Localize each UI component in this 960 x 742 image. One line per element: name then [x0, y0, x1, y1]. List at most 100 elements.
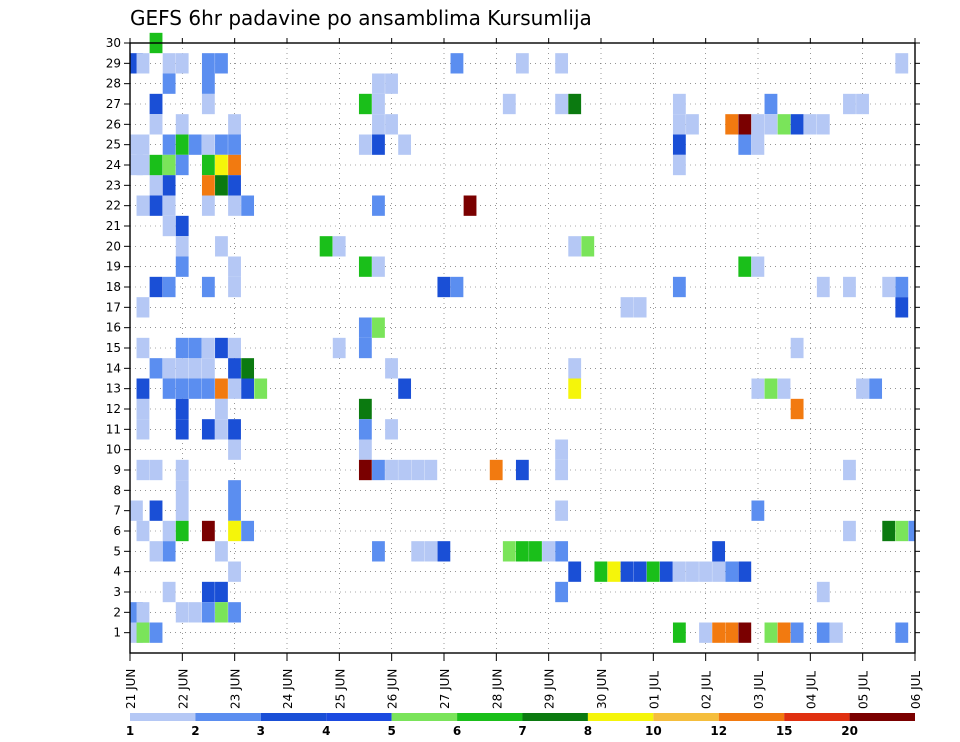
heatmap-cell — [895, 622, 909, 643]
heatmap-cell — [725, 561, 739, 582]
legend-label: 12 — [710, 724, 727, 738]
heatmap-cell — [162, 358, 176, 379]
heatmap-cell — [358, 93, 372, 115]
heatmap-cell — [228, 561, 241, 582]
heatmap-cell — [816, 276, 830, 298]
heatmap-cell — [777, 622, 791, 643]
heatmap-cell — [175, 459, 189, 481]
heatmap-cell — [149, 541, 163, 562]
heatmap-cell — [136, 378, 150, 399]
heatmap-cell — [895, 276, 909, 298]
legend-swatch — [718, 713, 785, 721]
legend-swatch — [195, 713, 261, 721]
y-tick-label: 1 — [113, 626, 121, 640]
heatmap-cell — [228, 439, 241, 460]
heatmap-cell — [162, 195, 176, 216]
heatmap-cell — [790, 114, 804, 135]
heatmap-cell — [843, 93, 856, 115]
legend-label: 6 — [453, 724, 461, 738]
heatmap-cell — [136, 297, 150, 318]
heatmap-cell — [659, 561, 673, 582]
heatmap-cell — [201, 358, 215, 379]
x-tick-label: 01 JUL — [647, 671, 661, 709]
heatmap-cell — [672, 561, 686, 582]
heatmap-cell — [215, 134, 228, 155]
heatmap-cell — [201, 73, 215, 94]
heatmap-cell — [555, 581, 569, 603]
heatmap-cell — [372, 459, 385, 481]
heatmap-cell — [515, 541, 529, 562]
heatmap-cell — [201, 195, 215, 216]
heatmap-cell — [385, 459, 398, 481]
y-tick-label: 20 — [106, 239, 121, 253]
heatmap-cell — [437, 541, 451, 562]
heatmap-cell — [895, 297, 909, 318]
heatmap-cell — [372, 134, 385, 155]
heatmap-cell — [175, 134, 189, 155]
heatmap-cell — [620, 297, 634, 318]
heatmap-cell — [228, 337, 241, 359]
heatmap-cell — [215, 419, 228, 440]
legend-label: 10 — [645, 724, 662, 738]
heatmap-cell — [777, 378, 791, 399]
heatmap-cell — [175, 337, 189, 359]
heatmap-cell — [215, 602, 228, 623]
heatmap-cell — [424, 541, 438, 562]
heatmap-cell — [201, 175, 215, 196]
y-tick-label: 12 — [106, 402, 121, 416]
legend-swatch — [326, 713, 392, 721]
heatmap-cell — [228, 520, 241, 542]
heatmap-cell — [790, 398, 804, 420]
heatmap-cell — [175, 215, 189, 237]
heatmap-cell — [215, 541, 228, 562]
heatmap-cell — [162, 541, 176, 562]
y-tick-label: 11 — [106, 422, 121, 436]
heatmap-cell — [672, 134, 686, 155]
heatmap-cell — [136, 154, 150, 176]
heatmap-cell — [149, 500, 163, 521]
heatmap-cell — [555, 439, 569, 460]
legend-label: 7 — [518, 724, 526, 738]
heatmap-cell — [843, 459, 856, 481]
heatmap-cell — [228, 195, 241, 216]
y-tick-label: 7 — [113, 504, 121, 518]
legend-swatch — [522, 713, 588, 721]
heatmap-cell — [372, 114, 385, 135]
heatmap-cell — [201, 337, 215, 359]
heatmap-cell — [738, 561, 752, 582]
heatmap-cell — [358, 256, 372, 277]
heatmap-cell — [515, 53, 529, 74]
heatmap-cell — [201, 520, 215, 542]
heatmap-cell — [228, 602, 241, 623]
heatmap-cell — [699, 622, 712, 643]
heatmap-cell — [228, 358, 241, 379]
heatmap-cell — [241, 358, 255, 379]
heatmap-cell — [201, 581, 215, 603]
y-tick-label: 2 — [113, 605, 121, 619]
heatmap-cell — [215, 378, 228, 399]
legend-label: 2 — [191, 724, 199, 738]
heatmap-cell — [555, 93, 569, 115]
heatmap-cell — [542, 541, 555, 562]
heatmap-cell — [372, 317, 385, 338]
heatmap-cell — [790, 337, 804, 359]
heatmap-cell — [372, 256, 385, 277]
heatmap-cell — [568, 561, 582, 582]
heatmap-cell — [712, 561, 726, 582]
heatmap-cell — [201, 419, 215, 440]
heatmap-cell — [751, 500, 765, 521]
heatmap-cell — [463, 195, 477, 216]
y-tick-label: 10 — [106, 443, 121, 457]
heatmap-cell — [241, 195, 255, 216]
heatmap-cell — [358, 419, 372, 440]
heatmap-cell — [856, 93, 869, 115]
heatmap-cell — [175, 500, 189, 521]
heatmap-cell — [228, 175, 241, 196]
y-tick-label: 29 — [106, 56, 121, 70]
heatmap-cell — [175, 520, 189, 542]
heatmap-cell — [136, 134, 150, 155]
heatmap-cell — [175, 398, 189, 420]
heatmap-cell — [136, 622, 150, 643]
heatmap-cell — [215, 581, 228, 603]
heatmap-cell — [136, 520, 150, 542]
